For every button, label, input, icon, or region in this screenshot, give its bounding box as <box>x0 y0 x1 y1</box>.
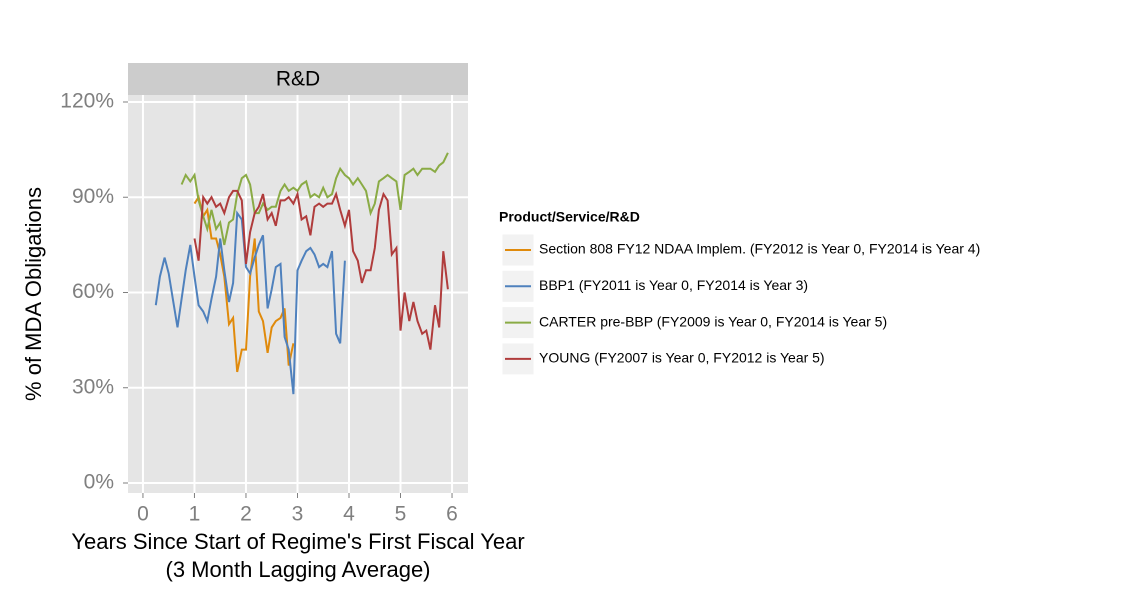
legend: Section 808 FY12 NDAA Implem. (FY2012 is… <box>501 233 980 376</box>
legend-title: Product/Service/R&D <box>499 209 640 225</box>
x-tick-label: 4 <box>343 503 355 526</box>
x-axis-title: (3 Month Lagging Average) <box>166 557 431 582</box>
y-tick-label: 120% <box>60 90 114 113</box>
strip-title: R&D <box>276 68 320 91</box>
x-axis-title: Years Since Start of Regime's First Fisc… <box>71 529 524 554</box>
strip <box>128 63 468 95</box>
x-tick-label: 6 <box>446 503 458 526</box>
x-tick-label: 0 <box>137 503 149 526</box>
x-tick-label: 2 <box>240 503 252 526</box>
legend-label: YOUNG (FY2007 is Year 0, FY2012 is Year … <box>539 350 825 366</box>
legend-label: CARTER pre-BBP (FY2009 is Year 0, FY2014… <box>539 313 887 329</box>
grid <box>128 95 468 493</box>
series-line <box>180 152 449 246</box>
y-tick-label: 60% <box>72 280 114 303</box>
series-line <box>193 189 449 350</box>
y-tick-label: 30% <box>72 375 114 398</box>
x-tick-label: 3 <box>292 503 304 526</box>
y-tick-label: 90% <box>72 185 114 208</box>
legend-label: BBP1 (FY2011 is Year 0, FY2014 is Year 3… <box>539 277 808 293</box>
series-line <box>193 194 295 373</box>
y-axis-title: % of MDA Obligations <box>21 187 46 401</box>
y-tick-label: 0% <box>84 471 114 494</box>
legend-label: Section 808 FY12 NDAA Implem. (FY2012 is… <box>539 241 980 257</box>
x-tick-label: 1 <box>189 503 201 526</box>
series-line <box>154 210 346 395</box>
x-tick-label: 5 <box>395 503 407 526</box>
lines <box>154 152 449 395</box>
